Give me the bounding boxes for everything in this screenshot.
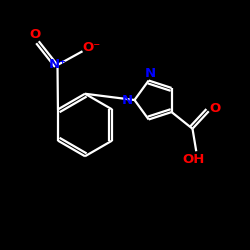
Text: N⁺: N⁺ bbox=[48, 58, 66, 71]
Text: N: N bbox=[122, 94, 133, 106]
Text: O⁻: O⁻ bbox=[82, 41, 100, 54]
Text: O: O bbox=[30, 28, 40, 42]
Text: O: O bbox=[210, 102, 221, 115]
Text: OH: OH bbox=[182, 153, 205, 166]
Text: N: N bbox=[144, 67, 156, 80]
